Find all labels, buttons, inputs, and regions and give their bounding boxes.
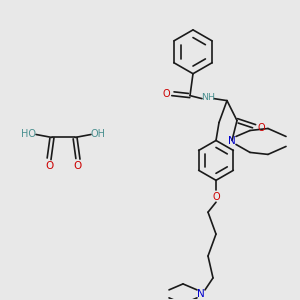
Text: N: N [228,136,236,146]
Text: O: O [45,161,53,171]
Text: HO: HO [22,130,37,140]
Text: O: O [74,161,82,171]
Text: OH: OH [91,130,106,140]
Text: O: O [162,88,170,99]
Text: O: O [212,192,220,202]
Text: O: O [257,122,265,133]
Text: N: N [197,289,205,299]
Text: NH: NH [201,93,215,102]
